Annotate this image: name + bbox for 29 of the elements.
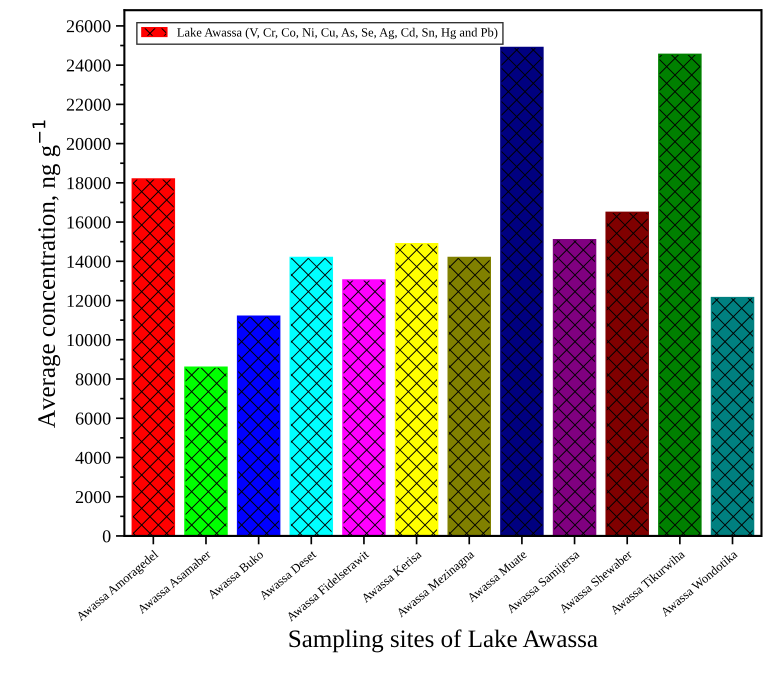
bar: [290, 256, 334, 536]
bar: [500, 46, 544, 536]
bar: [710, 296, 754, 536]
bar: [342, 279, 386, 536]
y-tick-label: 8000: [76, 373, 110, 386]
y-tick-label: 26000: [66, 20, 110, 32]
y-tick-label: 24000: [66, 59, 110, 72]
y-tick-label: 2000: [76, 490, 110, 504]
y-tick-label: 0: [102, 530, 110, 542]
y-tick-label: 12000: [68, 294, 110, 307]
y-tick-label: 4000: [75, 452, 110, 464]
bar: [658, 54, 702, 536]
bar: [447, 256, 492, 536]
y-tick-label: 6000: [76, 412, 110, 425]
bar: [184, 366, 228, 536]
y-tick-label: 18000: [68, 177, 110, 190]
bar: [605, 212, 649, 536]
y-tick-label: 10000: [68, 334, 110, 346]
bar: [394, 242, 438, 536]
y-tick-label: 14000: [68, 256, 110, 268]
x-axis-title: Sampling sites of Lake Awassa: [290, 629, 598, 652]
y-tick-label: 20000: [66, 138, 110, 150]
bar: [132, 178, 176, 536]
legend-label: Lake Awassa (V, Cr, Co, Ni, Cu, As, Se, Ag, Cd, Sn, Hg and Pb): [177, 28, 498, 40]
bar: [236, 316, 280, 536]
y-tick-label: 16000: [68, 216, 110, 229]
y-tick-label: 22000: [66, 98, 110, 111]
bar: [552, 239, 596, 536]
y-axis-title: Average concentration, ng g$^{−1}$: [32, 120, 60, 428]
